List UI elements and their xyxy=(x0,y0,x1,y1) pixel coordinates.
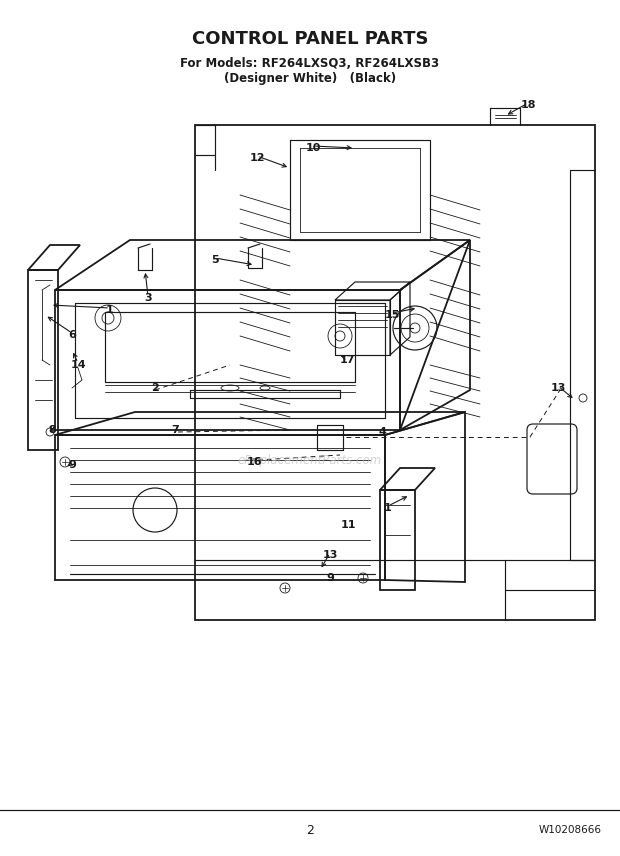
Text: 1: 1 xyxy=(106,305,114,315)
Text: 12: 12 xyxy=(249,153,265,163)
Text: 8: 8 xyxy=(48,425,56,435)
Text: 13: 13 xyxy=(322,550,338,560)
Text: eReplacementParts.com: eReplacementParts.com xyxy=(238,454,382,467)
Text: (Designer White)   (Black): (Designer White) (Black) xyxy=(224,72,396,85)
Text: 2: 2 xyxy=(151,383,159,393)
Text: For Models: RF264LXSQ3, RF264LXSB3: For Models: RF264LXSQ3, RF264LXSB3 xyxy=(180,57,440,70)
Text: 2: 2 xyxy=(306,823,314,836)
Text: 6: 6 xyxy=(68,330,76,340)
Text: 9: 9 xyxy=(68,460,76,470)
Text: 15: 15 xyxy=(384,310,400,320)
Text: CONTROL PANEL PARTS: CONTROL PANEL PARTS xyxy=(192,30,428,48)
Text: 11: 11 xyxy=(340,520,356,530)
Text: 9: 9 xyxy=(326,573,334,583)
Text: W10208666: W10208666 xyxy=(539,825,602,835)
Text: 4: 4 xyxy=(378,427,386,437)
Text: 18: 18 xyxy=(520,100,536,110)
Text: 17: 17 xyxy=(339,355,355,365)
Text: 14: 14 xyxy=(70,360,86,370)
Text: 16: 16 xyxy=(247,457,263,467)
Text: 7: 7 xyxy=(171,425,179,435)
Text: 1: 1 xyxy=(384,503,392,513)
Text: 3: 3 xyxy=(144,293,152,303)
Text: 13: 13 xyxy=(551,383,565,393)
Text: 5: 5 xyxy=(211,255,219,265)
Text: 10: 10 xyxy=(305,143,321,153)
